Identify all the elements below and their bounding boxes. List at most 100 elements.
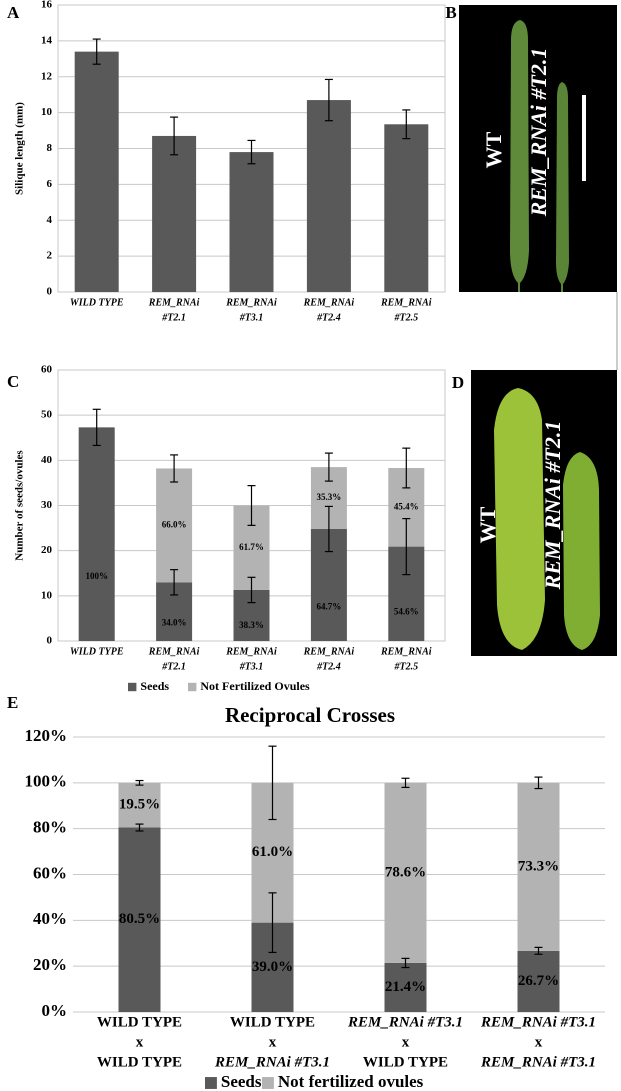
error-bar bbox=[247, 139, 256, 165]
data-label: 78.6% bbox=[385, 864, 426, 880]
share-label: 54.6% bbox=[394, 607, 419, 617]
y-tick-label: 30 bbox=[41, 499, 53, 511]
y-axis-label: Silique length (mm) bbox=[14, 102, 26, 195]
bar bbox=[384, 962, 427, 1012]
error-bar bbox=[170, 454, 179, 483]
share-label: 34.0% bbox=[162, 617, 187, 627]
data-label: 19.5% bbox=[119, 797, 160, 813]
share-label: 66.0% bbox=[162, 519, 187, 529]
photo-label: REM_RNAi #T2.1 bbox=[526, 48, 551, 218]
x-tick-label: REM_RNAi bbox=[225, 297, 277, 308]
legend-swatch bbox=[188, 682, 197, 692]
x-tick-label: WILD TYPE bbox=[363, 1054, 448, 1070]
x-tick-label: #T2.1 bbox=[161, 312, 186, 323]
error-bar bbox=[135, 779, 144, 786]
share-label: 38.3% bbox=[239, 620, 264, 630]
y-tick-label: 40% bbox=[33, 909, 67, 928]
bar bbox=[118, 827, 161, 1012]
panel-letter: E bbox=[7, 693, 18, 712]
y-tick-label: 100% bbox=[25, 772, 68, 791]
error-bar bbox=[401, 957, 410, 969]
y-tick-label: 14 bbox=[41, 34, 53, 46]
x-tick-label: #T3.1 bbox=[239, 312, 264, 323]
legend-label: Seeds bbox=[140, 679, 169, 693]
y-axis-label: Number of seeds/ovules bbox=[14, 450, 26, 561]
y-tick-label: 10 bbox=[41, 106, 53, 118]
bar bbox=[517, 782, 560, 951]
y-tick-label: 12 bbox=[41, 70, 53, 82]
legend-label: Seeds bbox=[221, 1072, 262, 1091]
bar bbox=[517, 950, 560, 1012]
y-tick-label: 40 bbox=[41, 454, 53, 466]
x-tick-label: REM_RNAi bbox=[148, 646, 200, 657]
silique-wt bbox=[494, 388, 545, 650]
photo-background bbox=[459, 5, 617, 292]
x-tick-label: REM_RNAi bbox=[380, 297, 432, 308]
x-tick-label: x bbox=[402, 1034, 410, 1050]
y-tick-label: 0% bbox=[42, 1001, 68, 1020]
y-tick-label: 2 bbox=[47, 250, 53, 262]
x-tick-label: REM_RNAi #T3.1 bbox=[480, 1054, 596, 1070]
x-tick-label: x bbox=[535, 1034, 543, 1050]
x-tick-label: #T2.4 bbox=[316, 312, 341, 323]
x-tick-label: REM_RNAi #T3.1 bbox=[480, 1014, 596, 1030]
chart-title: Reciprocal Crosses bbox=[225, 703, 395, 727]
x-tick-label: WILD TYPE bbox=[70, 297, 124, 308]
error-bar bbox=[170, 116, 179, 156]
error-bar bbox=[534, 946, 543, 955]
error-bar bbox=[402, 109, 411, 140]
data-label: 21.4% bbox=[385, 979, 426, 995]
x-tick-label: WILD TYPE bbox=[230, 1014, 315, 1030]
error-bar bbox=[324, 452, 333, 482]
bar bbox=[229, 152, 274, 292]
y-tick-label: 6 bbox=[47, 178, 53, 190]
error-bar bbox=[170, 569, 179, 596]
error-bar bbox=[92, 38, 101, 65]
bar bbox=[78, 427, 115, 641]
x-tick-label: REM_RNAi #T3.1 bbox=[347, 1014, 463, 1030]
error-bar bbox=[247, 576, 256, 604]
y-tick-label: 80% bbox=[33, 818, 67, 837]
x-tick-label: #T2.4 bbox=[316, 661, 341, 672]
share-label: 45.4% bbox=[394, 501, 419, 511]
error-bar bbox=[401, 777, 410, 789]
data-label: 26.7% bbox=[518, 973, 559, 989]
bar bbox=[384, 124, 429, 292]
bar bbox=[306, 100, 351, 292]
y-tick-label: 16 bbox=[41, 0, 53, 11]
x-tick-label: REM_RNAi #T3.1 bbox=[214, 1054, 330, 1070]
y-tick-label: 0 bbox=[47, 635, 53, 647]
silique-rnai bbox=[563, 452, 600, 650]
x-tick-label: REM_RNAi bbox=[148, 297, 200, 308]
y-tick-label: 20% bbox=[33, 955, 67, 974]
panel-letter: D bbox=[452, 373, 464, 392]
legend-swatch bbox=[128, 682, 137, 692]
y-tick-label: 4 bbox=[47, 214, 53, 226]
x-tick-label: x bbox=[269, 1034, 277, 1050]
data-label: 73.3% bbox=[518, 858, 559, 874]
error-bar bbox=[324, 505, 333, 553]
y-tick-label: 50 bbox=[41, 409, 53, 421]
x-tick-label: WILD TYPE bbox=[70, 646, 124, 657]
error-bar bbox=[324, 78, 333, 122]
x-tick-label: REM_RNAi bbox=[303, 646, 355, 657]
data-label: 61.0% bbox=[252, 844, 293, 860]
y-tick-label: 20 bbox=[41, 544, 53, 556]
error-bar bbox=[268, 745, 277, 821]
silique-wt bbox=[510, 20, 529, 292]
data-label: 39.0% bbox=[252, 959, 293, 975]
legend-label: Not fertilized ovules bbox=[278, 1072, 424, 1091]
share-label: 61.7% bbox=[239, 542, 264, 552]
bar bbox=[74, 51, 119, 293]
legend-swatch bbox=[205, 1077, 217, 1089]
x-tick-label: #T2.5 bbox=[393, 661, 418, 672]
share-label: 100% bbox=[85, 571, 108, 581]
scale-bar bbox=[582, 95, 586, 181]
y-tick-label: 60 bbox=[41, 364, 53, 376]
bar bbox=[384, 782, 427, 963]
panel-letter: A bbox=[7, 3, 20, 22]
x-tick-label: #T3.1 bbox=[239, 661, 264, 672]
y-tick-label: 0 bbox=[47, 286, 53, 298]
